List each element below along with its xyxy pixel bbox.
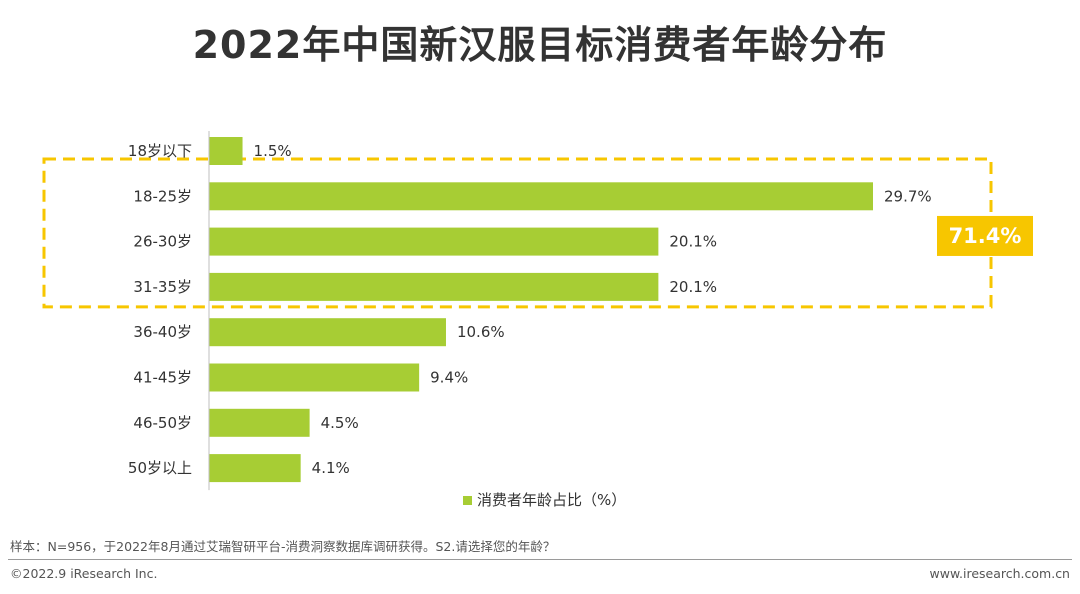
legend-swatch: [463, 496, 472, 505]
chart-title: 2022年中国新汉服目标消费者年龄分布: [192, 23, 888, 67]
bar: [209, 318, 446, 347]
highlight-total-badge: [937, 215, 1033, 256]
bar: [209, 363, 420, 392]
copyright-text: ©2022.9 iResearch Inc.: [10, 566, 158, 581]
category-label: 18岁以下: [128, 142, 192, 160]
category-label: 50岁以上: [128, 459, 192, 477]
legend-label: 消费者年龄占比（%）: [477, 491, 626, 509]
value-label: 4.1%: [312, 459, 350, 477]
value-label: 4.5%: [321, 414, 359, 432]
highlight-dashed-box: [42, 157, 993, 309]
category-label: 26-30岁: [133, 233, 192, 251]
category-label: 46-50岁: [133, 414, 192, 432]
bar: [209, 272, 659, 301]
footer-divider: [8, 559, 1072, 560]
bar-chart: 18岁以下 1.5% 18-25岁 29.7% 26-30岁 20.1% 31-35岁 20.…: [42, 131, 1033, 509]
bar: [209, 408, 310, 437]
sample-note: 样本：N=956，于2022年8月通过艾瑞智研平台-消费洞察数据库调研获得。S2…: [10, 539, 556, 554]
value-label: 20.1%: [669, 278, 717, 296]
value-label: 1.5%: [254, 142, 292, 160]
value-label: 20.1%: [669, 233, 717, 251]
category-label: 18-25岁: [133, 187, 192, 205]
value-label: 29.7%: [884, 187, 932, 205]
bar: [209, 454, 301, 483]
category-label: 31-35岁: [133, 278, 192, 296]
value-label: 10.6%: [457, 323, 505, 341]
category-label: 41-45岁: [133, 369, 192, 387]
website-link[interactable]: www.iresearch.com.cn: [929, 566, 1071, 581]
bar: [209, 227, 659, 256]
bar: [209, 137, 243, 165]
highlight-total-value: 71.4%: [949, 224, 1022, 248]
category-label: 36-40岁: [133, 323, 192, 341]
value-label: 9.4%: [430, 369, 468, 387]
bar: [209, 182, 873, 211]
